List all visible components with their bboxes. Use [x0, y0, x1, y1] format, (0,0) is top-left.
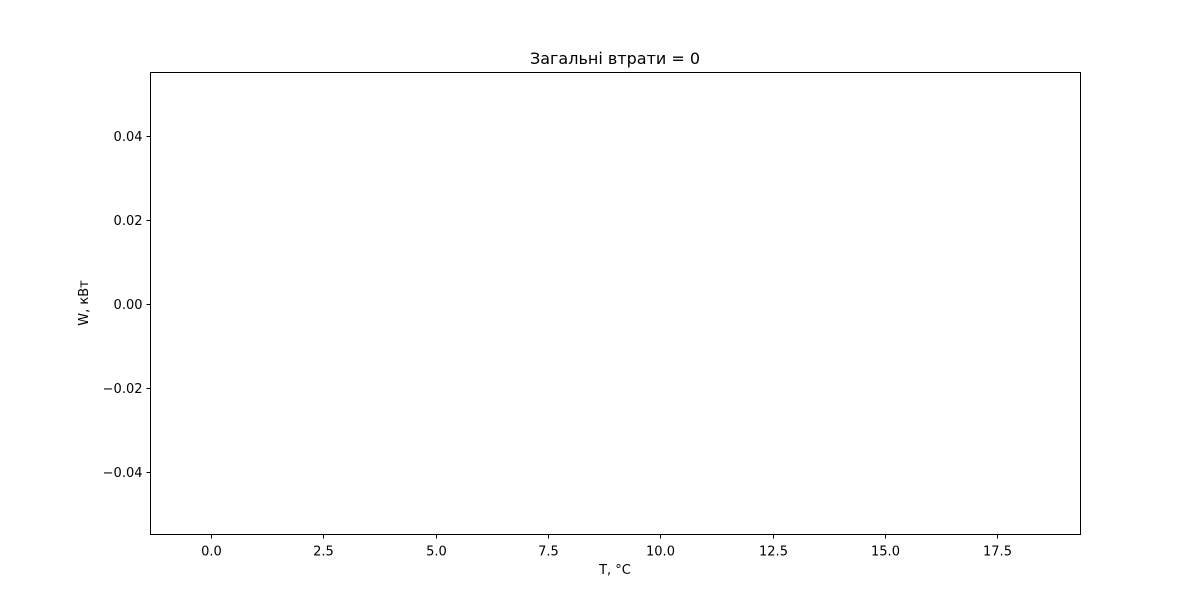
x-tick-label: 0.0 — [201, 545, 222, 560]
x-axis: 0.0 2.5 5.0 7.5 10.0 12.5 15.0 17.5 — [201, 534, 1012, 560]
y-tick-label: −0.04 — [103, 466, 143, 481]
x-tick-label: 12.5 — [759, 545, 788, 560]
x-tick-label: 5.0 — [426, 545, 447, 560]
y-tick-label: −0.02 — [103, 382, 143, 397]
y-tick-label: 0.02 — [114, 214, 143, 229]
y-tick-label: 0.00 — [114, 298, 143, 313]
x-tick-label: 17.5 — [983, 545, 1012, 560]
x-tick-label: 7.5 — [538, 545, 559, 560]
x-tick-label: 2.5 — [313, 545, 334, 560]
y-tick-label: 0.04 — [114, 130, 143, 145]
y-axis: −0.04 −0.02 0.00 0.02 0.04 — [103, 130, 151, 481]
x-axis-title: T, °C — [598, 563, 631, 578]
y-axis-title: W, кВт — [77, 280, 92, 326]
x-tick-label: 10.0 — [646, 545, 675, 560]
plot-frame — [150, 72, 1081, 535]
x-tick-label: 15.0 — [871, 545, 900, 560]
chart-title: Загальні втрати = 0 — [530, 49, 700, 68]
